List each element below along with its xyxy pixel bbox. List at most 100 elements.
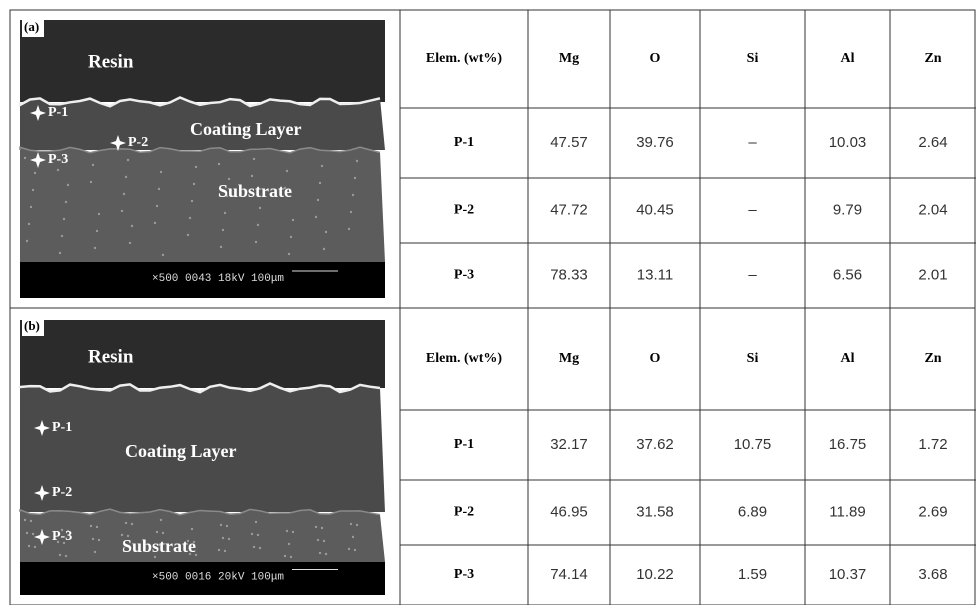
speckle — [352, 194, 354, 196]
point-label: P-3 — [52, 529, 72, 544]
speckle — [131, 523, 133, 525]
speckle — [156, 205, 158, 207]
speckle — [125, 176, 127, 178]
table-cell: 2.01 — [918, 266, 947, 283]
speckle — [226, 525, 228, 527]
speckle — [189, 217, 191, 219]
speckle — [92, 164, 94, 166]
speckle — [253, 546, 255, 548]
speckle — [319, 552, 321, 554]
speckle — [154, 222, 156, 224]
table-cell: 6.89 — [738, 503, 767, 520]
table-header: Zn — [924, 51, 941, 66]
table-header: Elem. (wt%) — [426, 351, 503, 366]
speckle — [65, 555, 67, 557]
speckle — [187, 234, 189, 236]
substrate-region — [20, 147, 385, 262]
table-header: Al — [841, 51, 855, 66]
speckle — [317, 199, 319, 201]
scale-bar-text: ×500 0043 18kV 100μm — [152, 273, 284, 285]
scale-bar-text: ×500 0016 20kV 100μm — [152, 571, 284, 583]
speckle — [193, 183, 195, 185]
speckle — [292, 531, 294, 533]
table-cell: – — [748, 201, 757, 218]
speckle — [354, 549, 356, 551]
point-label: P-3 — [48, 152, 68, 167]
speckle — [57, 169, 59, 171]
speckle — [26, 240, 28, 242]
coating-label: Coating Layer — [190, 119, 302, 139]
speckle — [59, 554, 61, 556]
speckle — [154, 556, 156, 558]
speckle — [356, 160, 358, 162]
table-cell: 32.17 — [550, 436, 588, 453]
speckle — [228, 178, 230, 180]
speckle — [156, 531, 158, 533]
table-cell: 74.14 — [550, 566, 588, 583]
table-cell: 40.45 — [636, 201, 674, 218]
speckle — [90, 525, 92, 527]
speckle — [160, 171, 162, 173]
speckle — [28, 223, 30, 225]
table-cell: 47.72 — [550, 201, 588, 218]
row-label: P-1 — [454, 135, 474, 150]
speckle — [94, 247, 96, 249]
speckle — [129, 242, 131, 244]
table-cell: 10.75 — [734, 436, 772, 453]
speckle — [63, 218, 65, 220]
speckle — [317, 539, 319, 541]
speckle — [98, 213, 100, 215]
table-cell: – — [748, 266, 757, 283]
speckle — [325, 231, 327, 233]
speckle — [286, 170, 288, 172]
speckle — [290, 556, 292, 558]
speckle — [162, 254, 164, 256]
row-label: P-2 — [454, 505, 474, 520]
speckle — [259, 207, 261, 209]
point-label: P-1 — [48, 105, 68, 120]
speckle — [160, 519, 162, 521]
row-label: P-3 — [454, 268, 474, 283]
speckle — [323, 540, 325, 542]
table-cell: 10.03 — [829, 134, 867, 151]
table-cell: 11.89 — [829, 503, 865, 520]
resin-label: Resin — [88, 346, 134, 367]
point-label: P-2 — [128, 135, 148, 150]
speckle — [315, 216, 317, 218]
resin-region — [20, 320, 385, 388]
speckle — [30, 206, 32, 208]
table-cell: 37.62 — [636, 436, 674, 453]
speckle — [127, 159, 129, 161]
speckle — [255, 521, 257, 523]
point-label: P-2 — [52, 485, 72, 500]
speckle — [321, 527, 323, 529]
speckle — [158, 188, 160, 190]
speckle — [257, 534, 259, 536]
speckle — [162, 532, 164, 534]
table-header: O — [650, 51, 661, 66]
table-cell: 39.76 — [636, 134, 674, 151]
table-header: Zn — [924, 351, 941, 366]
speckle — [323, 248, 325, 250]
table-header: Si — [747, 51, 759, 66]
speckle — [292, 219, 294, 221]
speckle — [90, 181, 92, 183]
speckle — [218, 163, 220, 165]
speckle — [352, 536, 354, 538]
speckle — [125, 522, 127, 524]
speckle — [195, 166, 197, 168]
speckle — [257, 224, 259, 226]
speckle — [131, 225, 133, 227]
speckle — [67, 184, 69, 186]
speckle — [315, 526, 317, 528]
table-cell: 31.58 — [636, 503, 674, 520]
table-header: Mg — [559, 351, 579, 366]
speckle — [65, 201, 67, 203]
table-cell: 2.64 — [918, 134, 947, 151]
speckle — [191, 528, 193, 530]
table-cell: 2.69 — [918, 503, 947, 520]
substrate-label: Substrate — [122, 536, 196, 556]
table-cell: 46.95 — [550, 503, 588, 520]
speckle — [290, 236, 292, 238]
figure: ×500 0043 18kV 100μm(a)ResinCoating Laye… — [0, 0, 976, 605]
